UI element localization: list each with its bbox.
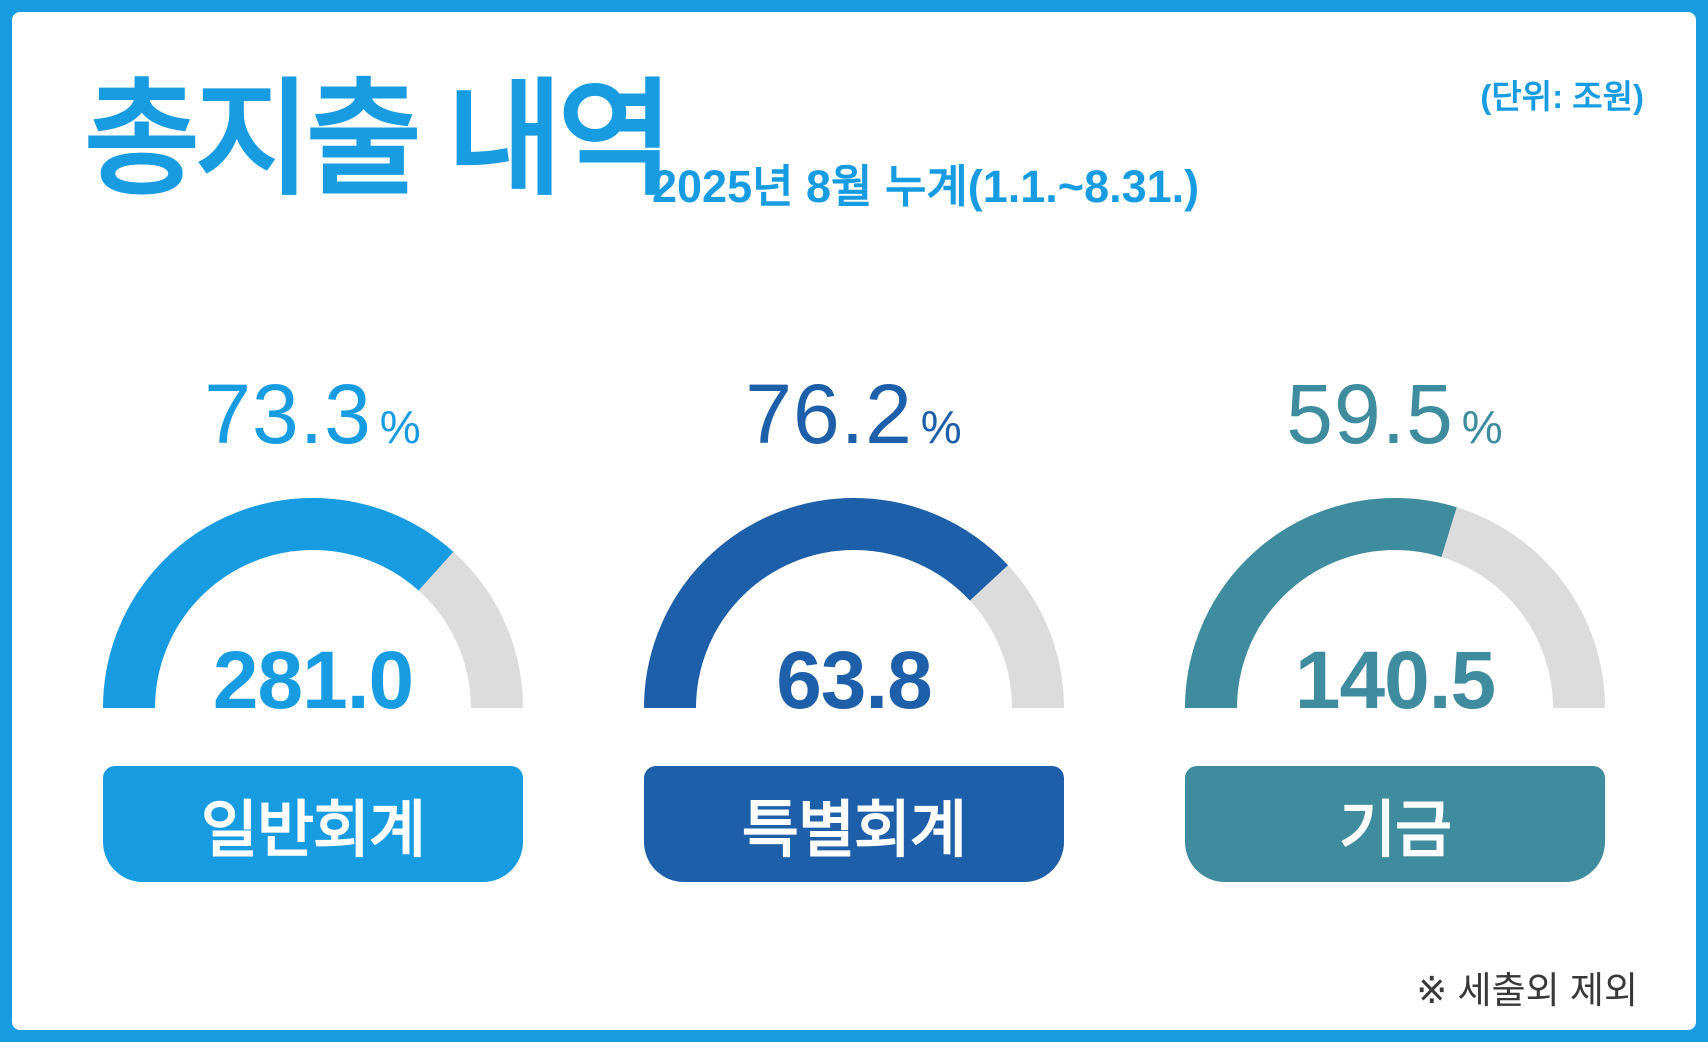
gauge-percent: 73.3% bbox=[204, 370, 421, 458]
gauge-fill-arc bbox=[1185, 498, 1605, 709]
gauge-label: 기금 bbox=[1338, 796, 1452, 865]
gauge-percent-value: 73.3 bbox=[204, 367, 372, 461]
gauge-value: 63.8 bbox=[776, 635, 933, 726]
gauge-label-badge: 특별회계 bbox=[644, 766, 1064, 882]
infographic-card: 총지출 내역 2025년 8월 누계(1.1.~8.31.) (단위: 조원) … bbox=[12, 12, 1696, 1030]
gauge-label: 일반회계 bbox=[200, 796, 426, 865]
gauge-arc: 140.5 bbox=[1185, 498, 1605, 722]
gauge-percent-value: 76.2 bbox=[745, 367, 913, 461]
page-title: 총지출 내역 bbox=[84, 69, 674, 210]
percent-sign: % bbox=[1461, 401, 1504, 453]
footnote: ※ 세출외 제외 bbox=[1416, 970, 1638, 1011]
period-subtitle: 2025년 8월 누계(1.1.~8.31.) bbox=[652, 161, 1200, 212]
gauge-general-account: 73.3% 281.0 일반회계 bbox=[103, 370, 523, 882]
gauge-fill-arc bbox=[644, 498, 1064, 709]
gauge-label-badge: 기금 bbox=[1185, 766, 1605, 882]
percent-sign: % bbox=[379, 401, 422, 453]
gauge-label: 특별회계 bbox=[741, 796, 967, 865]
gauge-special-account: 76.2% 63.8 특별회계 bbox=[644, 370, 1064, 882]
gauge-percent: 76.2% bbox=[745, 370, 962, 458]
gauge-fund: 59.5% 140.5 기금 bbox=[1185, 370, 1605, 882]
gauge-arc: 281.0 bbox=[103, 498, 523, 722]
gauge-svg bbox=[103, 498, 523, 709]
gauge-percent: 59.5% bbox=[1286, 370, 1503, 458]
gauge-arc: 63.8 bbox=[644, 498, 1064, 722]
gauge-fill-arc bbox=[103, 498, 523, 709]
gauge-value: 281.0 bbox=[212, 635, 414, 726]
percent-sign: % bbox=[920, 401, 963, 453]
gauge-percent-value: 59.5 bbox=[1286, 367, 1454, 461]
gauge-value: 140.5 bbox=[1294, 635, 1496, 726]
gauge-row: 73.3% 281.0 일반회계 76.2% bbox=[103, 370, 1605, 882]
gauge-label-badge: 일반회계 bbox=[103, 766, 523, 882]
unit-note: (단위: 조원) bbox=[1480, 78, 1644, 115]
gauge-svg bbox=[1185, 498, 1605, 709]
gauge-svg bbox=[644, 498, 1064, 709]
